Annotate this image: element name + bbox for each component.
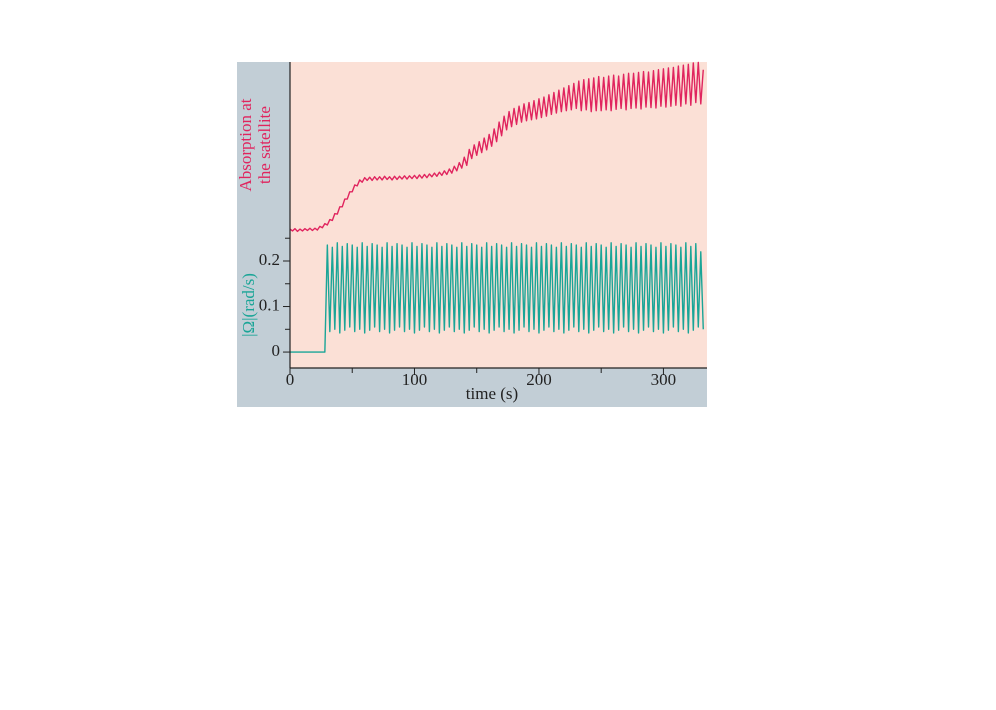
series-label: Absorption at (236, 98, 255, 191)
x-axis-label: time (s) (466, 384, 518, 403)
x-tick-label: 100 (402, 370, 428, 389)
x-tick-label: 0 (286, 370, 295, 389)
y-axis-label: |Ω|(rad/s) (239, 273, 258, 337)
y-tick-label: 0.2 (259, 250, 280, 269)
x-tick-label: 300 (651, 370, 677, 389)
series-line (290, 242, 704, 353)
series-label: the satellite (255, 106, 274, 184)
y-tick-label: 0 (272, 341, 281, 360)
x-tick-label: 200 (526, 370, 552, 389)
y-tick-label: 0.1 (259, 295, 280, 314)
series-line (289, 61, 704, 233)
